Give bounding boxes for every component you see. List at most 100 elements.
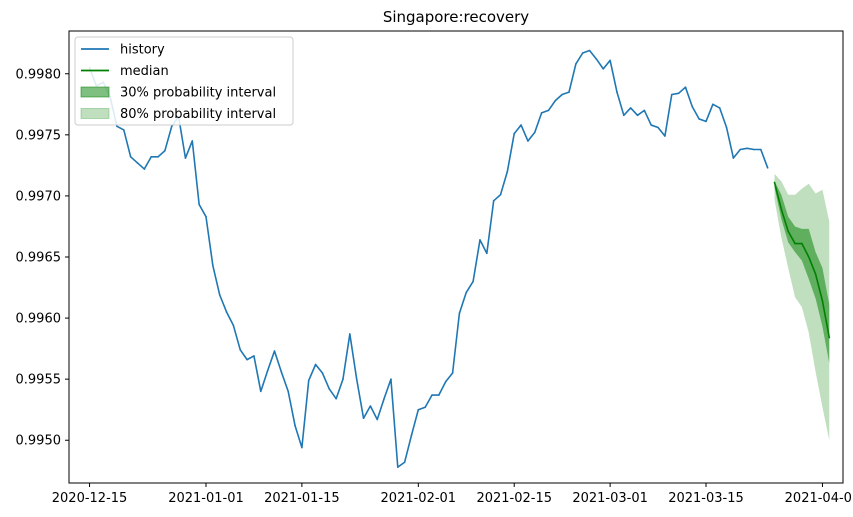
series-history-point [239,349,241,351]
series-history-point [390,378,392,380]
series-history-point [397,466,399,468]
series-history-point [548,110,550,112]
series-history-point [150,156,152,158]
y-tick-label: 0.9955 [16,373,62,388]
series-history-point [370,405,372,407]
series-history-point [376,419,378,421]
x-tick-label: 2021-03-15 [668,491,744,506]
series-history-point [561,94,563,96]
series-history-point [650,124,652,126]
series-history-point [602,68,604,70]
series-history-point [459,312,461,314]
legend-label: 30% probability interval [120,86,276,101]
legend-label: 80% probability interval [120,107,276,122]
series-history-point [479,239,481,241]
series-history-point [630,107,632,109]
series-history-point [281,371,283,373]
series-history-point [507,171,509,173]
series-median-point [808,256,810,258]
series-history-point [705,121,707,123]
series-history-point [664,135,666,137]
series-history-point [712,104,714,106]
series-history-point [486,253,488,255]
series-history-point [144,168,146,170]
legend: history median 30% probability interval 80%… [75,37,293,125]
series-history-point [452,372,454,374]
series-history-point [335,398,337,400]
series-median-point [822,300,824,302]
series-history-point [233,325,235,327]
legend-label: history [120,43,165,58]
series-history-point [219,294,221,296]
series-history-point [294,425,296,427]
series-history-point [191,140,193,142]
series-median-point [815,273,817,275]
series-history-point [315,364,317,366]
series-history-point [719,107,721,109]
series-history-point [246,359,248,361]
series-history-point [692,106,694,108]
series-history-point [760,149,762,151]
series-history-point [260,391,262,393]
series-history-point [438,394,440,396]
series-history-point [253,355,255,357]
series-history-point [226,311,228,313]
series-history-point [123,129,125,131]
y-tick-label: 0.9960 [16,312,62,327]
y-tick-label: 0.9965 [16,251,62,266]
series-history-point [534,132,536,134]
series-history-point [137,162,139,164]
series-history-point [623,114,625,116]
series-history-point [328,388,330,390]
series-median-point [774,182,776,184]
x-tick-label: 2020-12-15 [52,491,128,506]
series-history-point [274,350,276,352]
series-history-point [157,156,159,158]
x-tick-label: 2021-04-01 [785,491,853,506]
series-history-point [322,372,324,374]
y-tick-label: 0.9980 [16,67,62,82]
series-history-point [527,140,529,142]
x-tick-label: 2021-03-01 [572,491,648,506]
series-history-point [404,461,406,463]
x-tick-label: 2021-01-01 [168,491,244,506]
series-history-point [465,292,467,294]
series-history-point [678,93,680,95]
series-history-point [493,200,495,202]
series-history-point [555,100,557,102]
series-history-point [753,149,755,151]
series-history-point [513,133,515,135]
series-history-point [739,149,741,151]
y-tick-label: 0.9950 [16,434,62,449]
x-tick-label: 2021-01-15 [264,491,340,506]
series-history-point [445,381,447,383]
series-history-point [383,398,385,400]
series-history-point [308,380,310,382]
series-history-point [472,281,474,283]
chart-title: Singapore:recovery [383,8,529,26]
series-history-point [596,58,598,60]
series-history-point [185,157,187,159]
series-history-point [520,124,522,126]
series-history-point [267,370,269,372]
x-tick-label: 2021-02-01 [381,491,457,506]
series-history-point [644,110,646,112]
series-history-point [171,125,173,127]
legend-swatch-2 [81,87,109,97]
series-history-point [582,52,584,54]
series-history-point [342,378,344,380]
series-history-point [198,204,200,206]
series-history-point [726,127,728,129]
y-tick-label: 0.9975 [16,128,62,143]
series-history-point [671,94,673,96]
legend-swatch-3 [81,109,109,119]
series-history-point [356,378,358,380]
series-history-point [424,406,426,408]
series-history-point [130,156,132,158]
series-history-point [609,60,611,62]
series-history-point [212,265,214,267]
series-history-point [568,91,570,93]
series-history-point [733,157,735,159]
y-tick-label: 0.9970 [16,189,62,204]
